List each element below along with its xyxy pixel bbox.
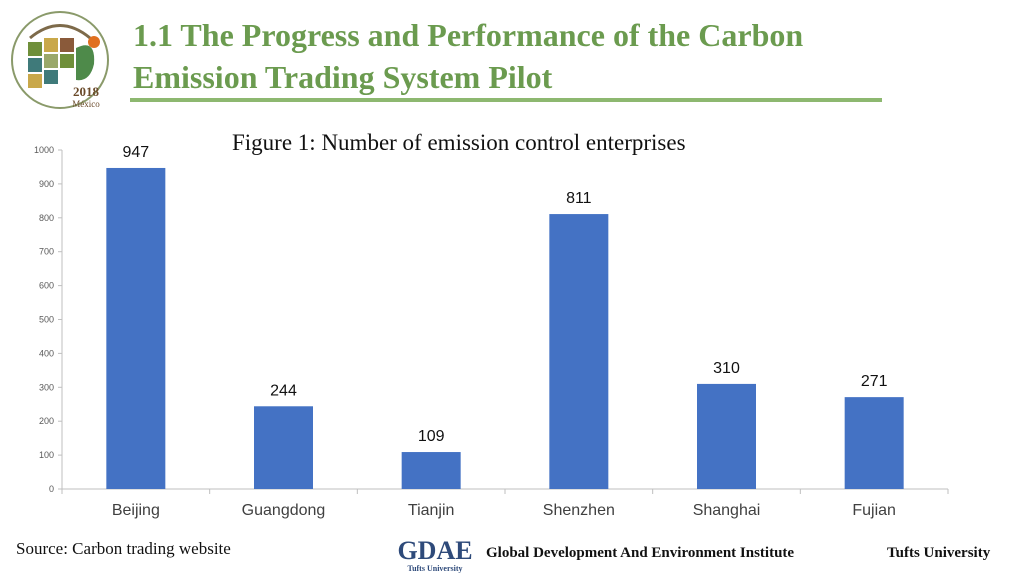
y-tick-label: 0 <box>49 484 54 494</box>
slide-title-line-1: 1.1 The Progress and Performance of the … <box>133 17 804 53</box>
y-tick-label: 400 <box>39 348 54 358</box>
x-tick-label: Shanghai <box>693 502 761 519</box>
data-labels: 947 244 109 811 310 271 <box>122 144 887 445</box>
x-tick-label: Guangdong <box>242 502 326 519</box>
bar-fujian <box>844 397 904 489</box>
data-label: 271 <box>861 373 888 390</box>
logo-place-text: México <box>72 99 100 109</box>
y-tick-label: 100 <box>39 450 54 460</box>
gdae-logo-text: GDAE <box>397 536 472 565</box>
gdae-logo-subtext: Tufts University <box>407 564 462 573</box>
x-tick-label: Shenzhen <box>543 502 615 519</box>
gdae-logo: GDAE Tufts University <box>397 536 472 573</box>
data-label: 811 <box>566 190 592 207</box>
conference-logo: 2018 México <box>11 11 109 109</box>
y-tick-label: 300 <box>39 382 54 392</box>
y-tick-label: 800 <box>39 213 54 223</box>
y-tick-label: 200 <box>39 416 54 426</box>
figure-title: Figure 1: Number of emission control ent… <box>232 130 686 155</box>
y-tick-label: 500 <box>39 315 54 325</box>
y-tick-label: 600 <box>39 281 54 291</box>
x-axis: Beijing Guangdong Tianjin Shenzhen Shanghai F… <box>61 488 949 519</box>
x-tick-label: Fujian <box>852 502 896 519</box>
bar-guangdong <box>254 406 313 489</box>
x-tick-label: Beijing <box>112 502 160 519</box>
y-tick-label: 700 <box>39 247 54 257</box>
university-name: Tufts University <box>887 545 991 561</box>
data-label: 109 <box>418 428 445 445</box>
data-label: 310 <box>713 360 740 377</box>
bar-tianjin <box>401 452 461 489</box>
slide-title-line-2: Emission Trading System Pilot <box>133 59 553 95</box>
logo-year-text: 2018 <box>73 84 100 99</box>
y-tick-label: 900 <box>39 179 54 189</box>
slide-title: 1.1 The Progress and Performance of the … <box>133 14 893 98</box>
bar-shanghai <box>697 383 756 489</box>
bar-shenzhen <box>549 214 609 490</box>
institute-name: Global Development And Environment Insti… <box>486 545 795 561</box>
y-axis: 0 100 200 300 400 500 600 700 800 900 1000 <box>34 145 63 494</box>
source-note: Source: Carbon trading website <box>16 539 231 558</box>
bar-beijing <box>106 167 166 490</box>
bars <box>106 167 904 490</box>
data-label: 947 <box>122 144 149 161</box>
x-tick-label: Tianjin <box>408 502 455 519</box>
data-label: 244 <box>270 382 297 399</box>
y-tick-label: 1000 <box>34 145 54 155</box>
title-underline <box>130 98 882 102</box>
